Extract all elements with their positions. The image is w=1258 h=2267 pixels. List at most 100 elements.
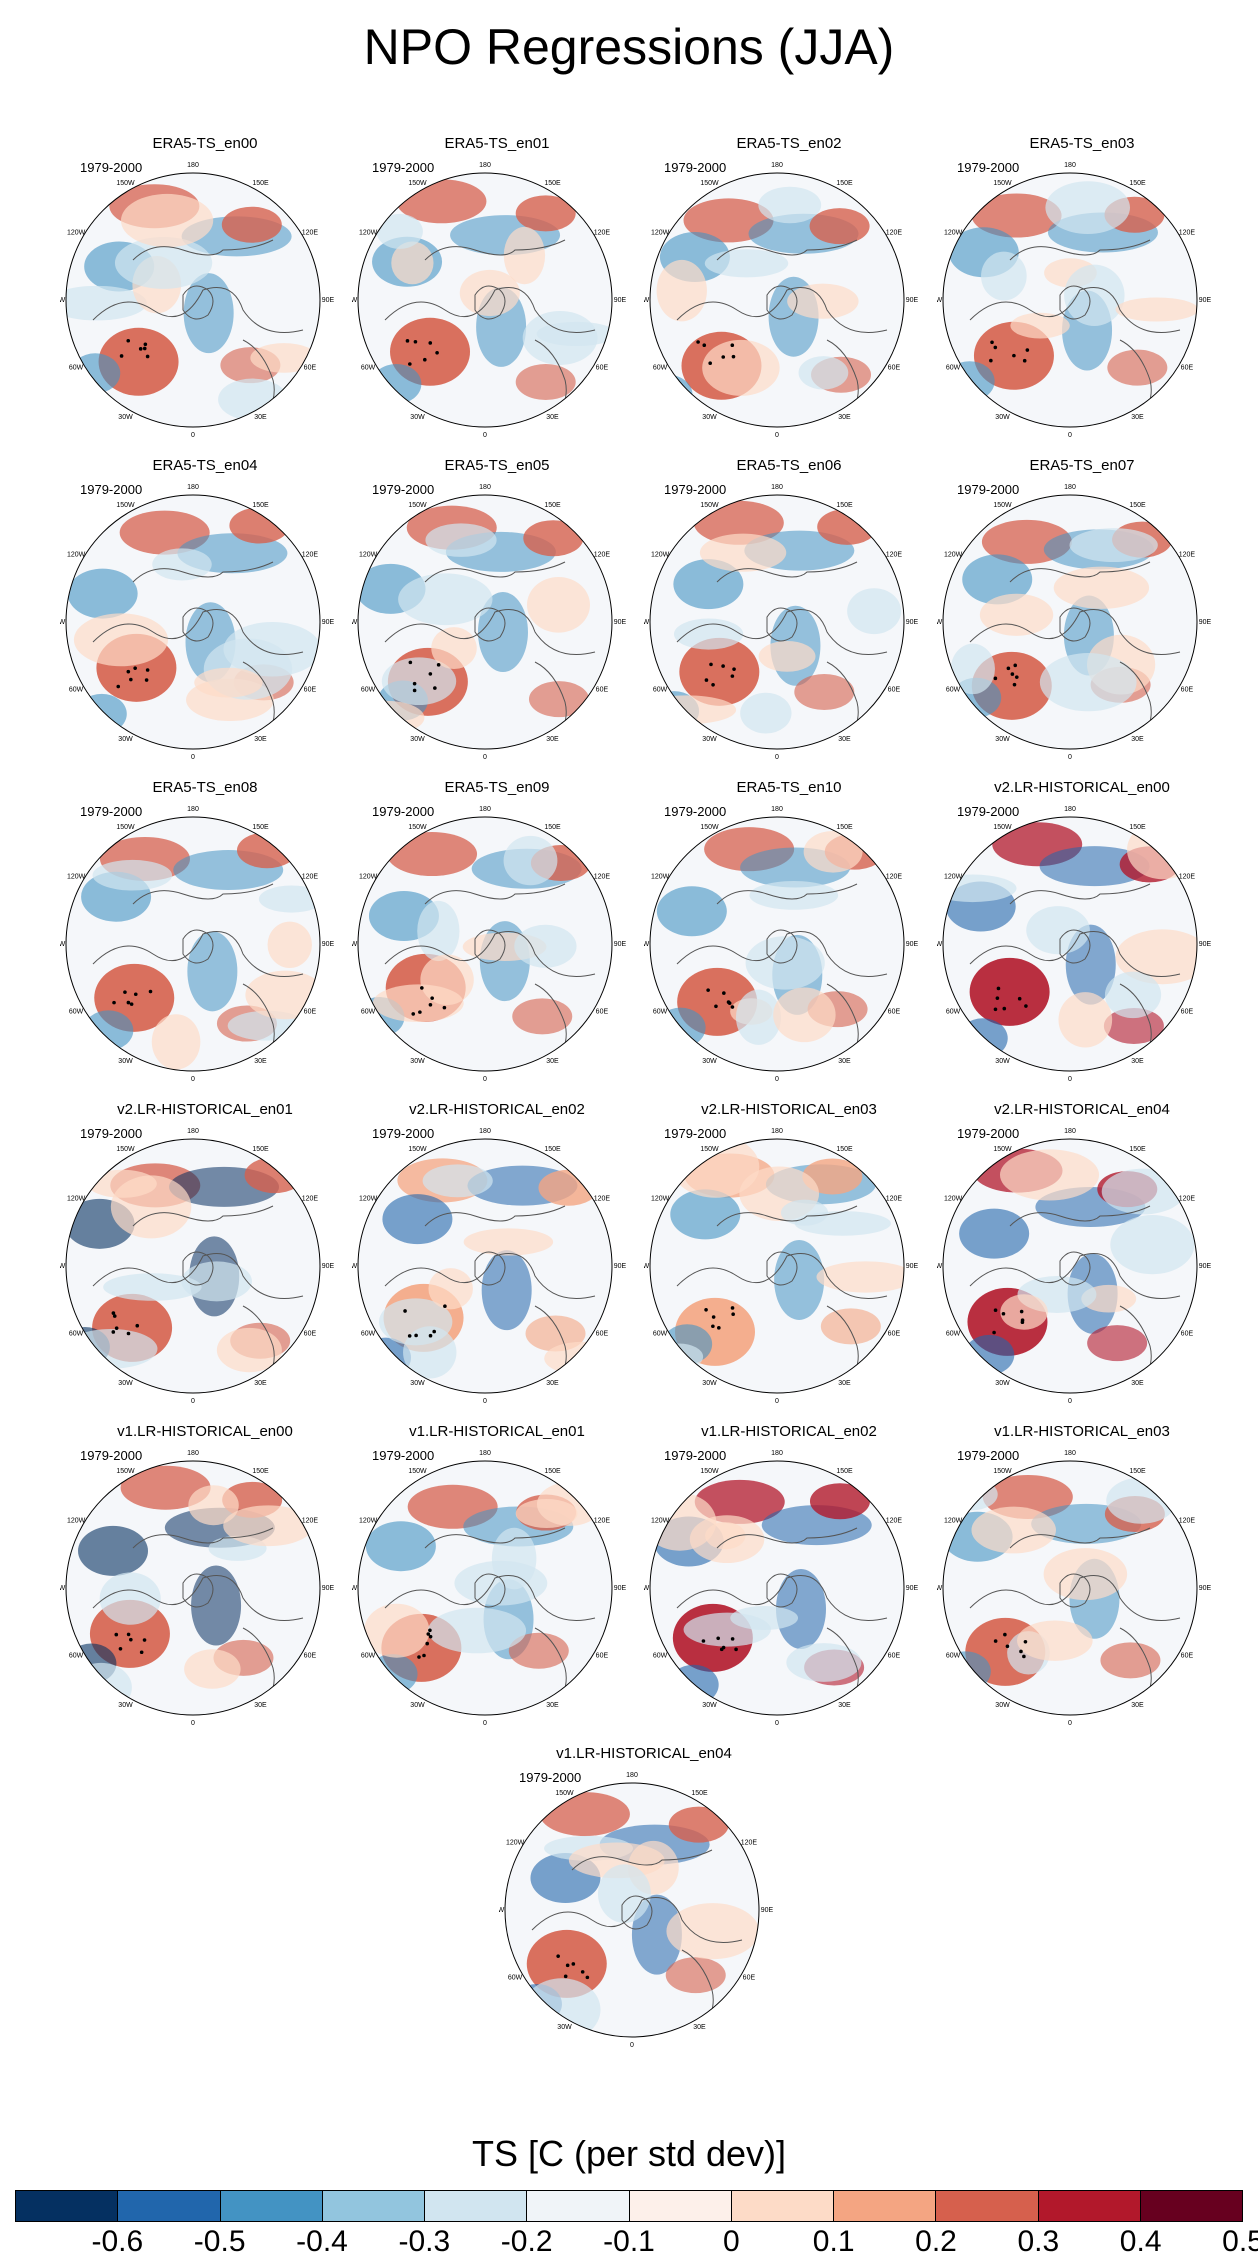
longitude-label: 120E: [302, 552, 319, 559]
longitude-label: 0: [775, 1398, 779, 1405]
longitude-label: 30W: [702, 1702, 717, 1709]
significance-dot: [1002, 1006, 1007, 1011]
significance-dot: [993, 1308, 998, 1312]
significance-dot: [704, 1308, 708, 1312]
significance-dot: [118, 1646, 123, 1651]
map-boundary: [357, 1460, 613, 1716]
panel-title: ERA5-TS_en01: [444, 135, 550, 152]
significance-dot: [408, 660, 413, 665]
longitude-label: 150E: [836, 824, 853, 831]
polar-map: 180 150E 120E 90E 60E 30E 0 30W 60W 90W 120W 150W: [352, 162, 627, 439]
map-panel: 180 150E 120E 90E 60E 30E 0 30W 60W 90W 120W 150W v2…: [937, 779, 1227, 1089]
longitude-label: 30E: [546, 1702, 559, 1709]
anomaly-shading: [1115, 297, 1197, 322]
longitude-label: 30W: [410, 1380, 425, 1387]
longitude-label: 0: [191, 432, 195, 439]
colorbar-tick-label: 0.2: [915, 2225, 957, 2258]
anomaly-shading: [120, 1465, 211, 1510]
map-panel: 180 150E 120E 90E 60E 30E 0 30W 60W 90W 120W 150W v2…: [352, 1101, 642, 1411]
longitude-label: 60E: [888, 1331, 901, 1338]
significance-dot: [727, 1001, 732, 1005]
longitude-label: 30W: [995, 736, 1010, 743]
significance-dot: [126, 1632, 131, 1637]
polar-map: 180 150E 120E 90E 60E 30E 0 30W 60W 90W 120W 150W: [644, 162, 919, 439]
significance-dot: [422, 1653, 426, 1658]
map-boundary: [65, 172, 321, 428]
anomaly-shading: [420, 954, 474, 1006]
map-panel: 180 150E 120E 90E 60E 30E 0 30W 60W 90W 120W 150W v1…: [352, 1423, 642, 1733]
anomaly-shading: [66, 285, 147, 321]
significance-dot: [126, 669, 131, 674]
longitude-label: 150E: [1129, 824, 1146, 831]
longitude-label: 150E: [1129, 502, 1146, 509]
anomaly-shading: [83, 1010, 134, 1051]
longitude-label: 120W: [944, 1196, 963, 1203]
longitude-label: 90E: [322, 1585, 335, 1592]
longitude-label: 150W: [993, 824, 1012, 831]
significance-dot: [711, 1324, 715, 1329]
coastline: [92, 561, 304, 743]
significance-dot: [142, 346, 147, 351]
longitude-label: 0: [1068, 1398, 1072, 1405]
longitude-label: 90W: [644, 297, 650, 304]
significance-dot: [114, 1632, 119, 1637]
longitude-label: 180: [1064, 806, 1076, 813]
longitude-label: 180: [771, 162, 783, 169]
anomaly-shading: [702, 339, 780, 396]
significance-dot: [129, 1002, 134, 1006]
longitude-label: 120W: [359, 874, 378, 881]
longitude-label: 0: [775, 1076, 779, 1083]
anomaly-shading: [683, 1612, 771, 1647]
longitude-label: 90E: [614, 1585, 627, 1592]
colorbar-segment: [526, 2191, 629, 2221]
colorbar-segment: [935, 2191, 1038, 2221]
longitude-label: 90E: [761, 1907, 774, 1914]
significance-dot: [1005, 1644, 1010, 1649]
anomaly-shading: [67, 568, 138, 619]
colorbar-segment: [117, 2191, 220, 2221]
anomaly-shading: [957, 1018, 1008, 1059]
anomaly-shading: [668, 1806, 729, 1843]
longitude-label: 150W: [408, 824, 427, 831]
panel-title: v2.LR-HISTORICAL_en03: [701, 1101, 877, 1118]
significance-dot: [719, 1647, 724, 1652]
anomaly-shading: [969, 957, 1050, 1026]
panel-period: 1979-2000: [519, 1770, 582, 1785]
anomaly-shading: [971, 193, 1062, 238]
longitude-label: 120W: [944, 552, 963, 559]
longitude-label: 180: [187, 484, 199, 491]
significance-dot: [706, 988, 710, 992]
significance-dot: [702, 343, 707, 348]
anomaly-shading: [597, 1864, 651, 1923]
longitude-label: 60E: [596, 687, 609, 694]
anomaly-shading: [1110, 1215, 1195, 1275]
significance-dot: [730, 1637, 735, 1641]
anomaly-shading: [794, 673, 855, 710]
longitude-label: 150E: [836, 180, 853, 187]
longitude-label: 120E: [302, 1196, 319, 1203]
longitude-label: 60E: [596, 1331, 609, 1338]
longitude-label: 30E: [838, 1058, 851, 1065]
longitude-label: 90W: [499, 1907, 505, 1914]
longitude-label: 150E: [252, 1468, 269, 1475]
longitude-label: 60E: [1181, 1009, 1194, 1016]
longitude-label: 60W: [653, 365, 668, 372]
longitude-label: 120E: [1179, 1196, 1196, 1203]
significance-dot: [734, 1647, 738, 1652]
anomaly-shading: [959, 1208, 1030, 1259]
significance-dot: [111, 1330, 116, 1334]
longitude-label: 120E: [594, 552, 611, 559]
panel-title: v2.LR-HISTORICAL_en04: [994, 1101, 1170, 1118]
longitude-label: 120W: [944, 874, 963, 881]
longitude-label: 60E: [1181, 1653, 1194, 1660]
colorbar-tick-label: -0.3: [398, 2225, 451, 2258]
longitude-label: 120E: [302, 230, 319, 237]
panel-title: ERA5-TS_en05: [444, 457, 550, 474]
polar-map: 180 150E 120E 90E 60E 30E 0 30W 60W 90W 120W 150W: [644, 484, 919, 761]
panel-title: ERA5-TS_en04: [152, 457, 258, 474]
anomaly-shading: [758, 640, 816, 672]
map-boundary: [357, 1138, 613, 1394]
significance-dot: [133, 992, 138, 997]
significance-dot: [571, 1962, 576, 1966]
significance-dot: [142, 1638, 147, 1642]
